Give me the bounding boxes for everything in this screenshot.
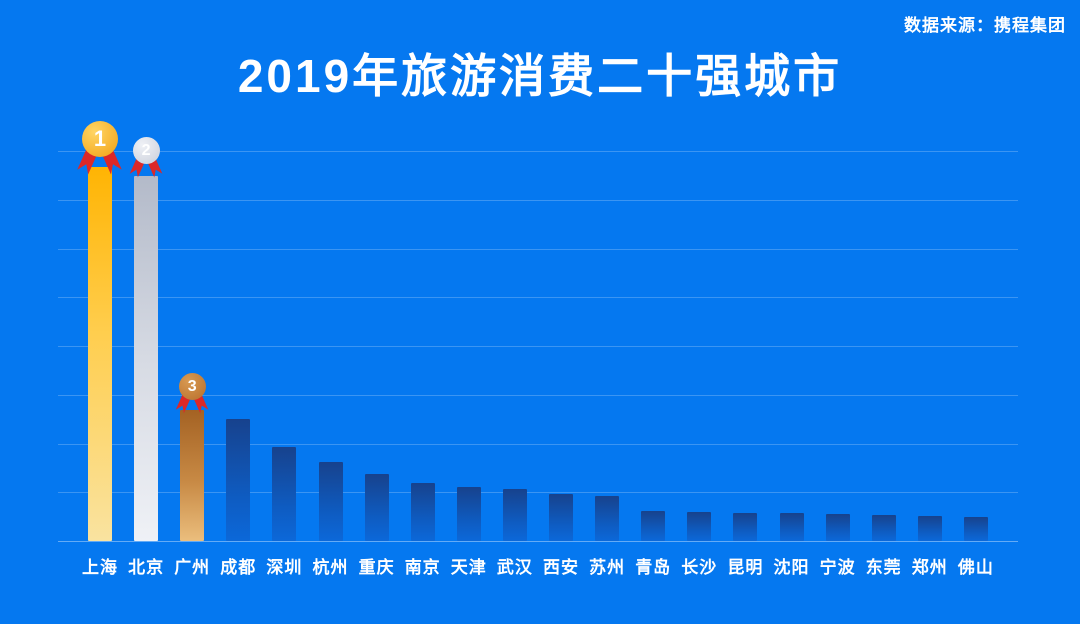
gridline xyxy=(58,492,1018,494)
city-label: 佛山 xyxy=(957,558,994,577)
city-label: 青岛 xyxy=(635,558,672,577)
gridline xyxy=(58,151,1018,152)
bar-rank-8 xyxy=(410,483,435,541)
chart-title: 2019年旅游消费二十强城市 xyxy=(237,50,843,102)
city-label: 天津 xyxy=(450,558,487,577)
city-label: 昆明 xyxy=(727,558,764,577)
medal-rank-number: 3 xyxy=(178,373,206,400)
bar-rank-17 xyxy=(825,514,850,541)
city-label: 杭州 xyxy=(312,558,349,577)
gridline xyxy=(58,199,1018,201)
bar-rank-15 xyxy=(733,513,758,541)
bar-rank-12 xyxy=(595,496,620,541)
gridline xyxy=(58,297,1018,299)
medal-rank-number: 2 xyxy=(132,137,160,164)
city-label: 武汉 xyxy=(496,558,533,577)
data-source-label: 数据来源：携程集团 xyxy=(904,16,1066,35)
bar-rank-4 xyxy=(226,419,251,541)
bar-rank-2 xyxy=(134,176,159,541)
bar-rank-1 xyxy=(88,167,112,541)
city-label: 东莞 xyxy=(865,558,902,577)
medal-rank-number: 1 xyxy=(82,121,118,157)
city-label: 西安 xyxy=(543,558,579,577)
city-label: 上海 xyxy=(82,558,118,577)
city-label: 重庆 xyxy=(358,558,395,577)
city-label: 长沙 xyxy=(681,558,718,577)
bar-rank-5 xyxy=(272,447,297,541)
bar-rank-14 xyxy=(687,512,712,541)
city-label: 南京 xyxy=(404,558,441,577)
bar-rank-20 xyxy=(963,517,988,541)
gridline xyxy=(58,443,1018,445)
city-label: 广州 xyxy=(174,558,211,577)
bar-rank-18 xyxy=(871,515,896,541)
bar-rank-9 xyxy=(456,487,481,541)
x-axis-baseline xyxy=(58,541,1018,542)
bar-rank-6 xyxy=(318,462,343,541)
gridline xyxy=(58,346,1018,347)
bar-rank-11 xyxy=(549,494,573,541)
bar-rank-10 xyxy=(502,489,527,541)
bar-rank-13 xyxy=(641,511,666,541)
city-label: 成都 xyxy=(220,558,257,577)
city-label: 郑州 xyxy=(911,558,948,577)
bar-rank-3 xyxy=(180,410,205,541)
gridline xyxy=(58,394,1018,396)
city-label: 宁波 xyxy=(819,558,856,577)
city-label: 深圳 xyxy=(266,558,303,577)
city-label: 苏州 xyxy=(589,558,626,577)
city-label: 沈阳 xyxy=(773,558,810,577)
bar-chart-plot xyxy=(58,151,1018,542)
gridline xyxy=(58,248,1018,250)
city-label: 北京 xyxy=(128,558,165,577)
bar-rank-7 xyxy=(364,474,389,541)
bar-rank-16 xyxy=(779,513,804,541)
bar-rank-19 xyxy=(917,516,942,541)
